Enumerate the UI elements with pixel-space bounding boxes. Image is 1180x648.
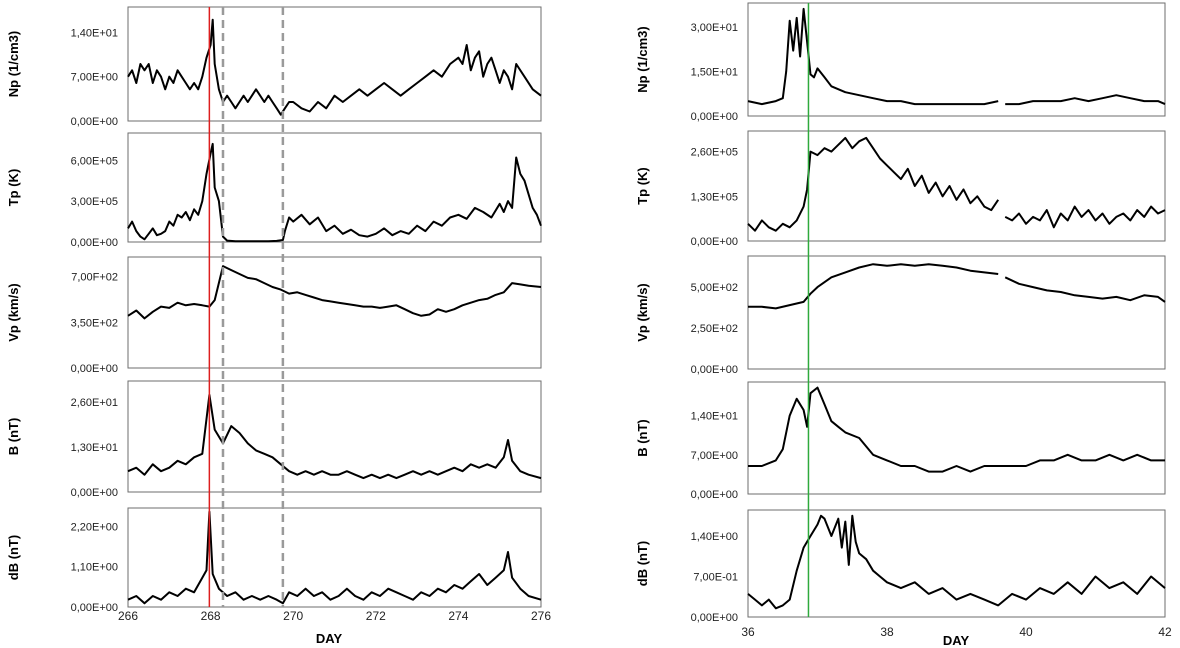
x-tick-label: 270: [283, 609, 303, 623]
plot-frame: [747, 130, 1166, 242]
y-tick-label: 1,50E+01: [691, 66, 738, 78]
y-axis-label: B (nT): [635, 419, 650, 457]
y-tick-label: 1,40E+01: [71, 27, 118, 39]
y-tick-label: 0,00E+00: [71, 602, 118, 614]
panel-3: 0,00E+00 2,50E+02 5,00E+02 Vp (km/s): [635, 255, 1166, 376]
plot-frame: [747, 381, 1166, 495]
plot-frame: [747, 2, 1166, 117]
y-tick-label: 6,00E+05: [71, 155, 118, 167]
plot-frame: [127, 6, 542, 122]
y-tick-label: 2,20E+00: [71, 521, 118, 533]
y-axis-label: Vp (km/s): [635, 283, 650, 342]
x-tick-label: 42: [1158, 625, 1172, 639]
y-axis-label: dB (nT): [635, 541, 650, 586]
y-axis-label: Tp (K): [635, 167, 650, 205]
x-tick-label: 36: [741, 625, 755, 639]
series-line: [748, 386, 1165, 473]
x-tick-label: 272: [366, 609, 386, 623]
panel-5: 0,00E+00 7,00E-01 1,40E+00 dB (nT): [635, 509, 1166, 624]
x-axis-label: DAY: [316, 631, 343, 646]
y-tick-label: 7,00E-01: [693, 572, 738, 584]
y-tick-label: 0,00E+00: [71, 237, 118, 249]
series-line: [127, 265, 542, 320]
series-line: [747, 7, 999, 106]
plot-frame: [127, 507, 542, 608]
x-tick-label: 268: [201, 609, 221, 623]
y-axis-label: B (nT): [6, 418, 21, 456]
y-tick-label: 5,00E+02: [691, 282, 738, 294]
y-tick-label: 1,10E+00: [71, 562, 118, 574]
series-line: [1004, 205, 1166, 229]
panel-2: 0,00E+00 3,00E+05 6,00E+05 Tp (K): [6, 132, 542, 249]
y-axis-label: Vp (km/s): [6, 283, 21, 342]
y-tick-label: 1,30E+01: [71, 442, 118, 454]
y-tick-label: 2,60E+01: [71, 397, 118, 409]
y-tick-label: 3,00E+01: [691, 22, 738, 34]
plot-frame: [747, 255, 1166, 370]
series-line: [127, 393, 542, 480]
y-tick-label: 1,40E+00: [691, 531, 738, 543]
series-line: [1005, 94, 1166, 106]
plot-frame: [127, 380, 542, 493]
series-line: [127, 510, 542, 605]
series-line: [748, 263, 999, 310]
plot-frame: [127, 132, 542, 243]
plot-frame: [747, 509, 1166, 618]
y-tick-label: 1,30E+05: [691, 191, 738, 203]
y-tick-label: 7,00F+02: [71, 272, 118, 284]
x-tick-label: 40: [1019, 625, 1033, 639]
panel-5: 0,00E+00 1,10E+00 2,20E+00 dB (nT): [6, 507, 542, 614]
panel-4: 0,00E+00 1,30E+01 2,60E+01 B (nT): [6, 380, 542, 499]
y-tick-label: 1,40E+01: [691, 411, 738, 423]
series-line: [747, 136, 1000, 232]
y-tick-label: 3,00E+05: [71, 196, 118, 208]
series-line: [1004, 276, 1166, 303]
panel-3: 0,00E+00 3,50E+02 7,00F+02 Vp (km/s): [6, 256, 542, 375]
x-tick-label: 38: [880, 625, 894, 639]
y-tick-label: 3,50E+02: [71, 317, 118, 329]
series-line: [127, 18, 542, 116]
y-tick-label: 0,00E+00: [71, 363, 118, 375]
y-axis-label: Np (1/cm3): [6, 31, 21, 97]
y-tick-label: 0,00E+00: [691, 489, 738, 501]
y-axis-label: Tp (K): [6, 169, 21, 207]
y-axis-label: dB (nT): [6, 535, 21, 580]
y-tick-label: 0,00E+00: [691, 364, 738, 376]
y-tick-label: 2,60E+05: [691, 147, 738, 159]
plot-frame: [127, 256, 542, 369]
panel-1: 0,00E+00 7,00E+00 1,40E+01 Np (1/cm3): [6, 6, 542, 128]
y-tick-label: 0,00E+00: [71, 116, 118, 128]
y-tick-label: 0,00E+00: [71, 487, 118, 499]
panel-1: 0,00E+00 1,50E+01 3,00E+01 Np (1/cm3): [635, 2, 1166, 123]
y-tick-label: 0,00E+00: [691, 111, 738, 123]
x-tick-label: 274: [448, 609, 468, 623]
x-tick-label: 276: [531, 609, 551, 623]
x-tick-label: 266: [118, 609, 138, 623]
series-line: [747, 514, 1166, 610]
y-tick-label: 0,00E+00: [691, 612, 738, 624]
y-tick-label: 0,00E+00: [691, 236, 738, 248]
series-line: [127, 142, 542, 243]
y-axis-label: Np (1/cm3): [635, 26, 650, 92]
y-tick-label: 7,00E+00: [71, 72, 118, 84]
x-axis-label: DAY: [943, 633, 970, 648]
panel-2: 0,00E+00 1,30E+05 2,60E+05 Tp (K): [635, 130, 1166, 248]
y-tick-label: 7,00E+00: [691, 450, 738, 462]
panel-4: 0,00E+00 7,00E+00 1,40E+01 B (nT): [635, 381, 1166, 501]
y-tick-label: 2,50E+02: [691, 323, 738, 335]
